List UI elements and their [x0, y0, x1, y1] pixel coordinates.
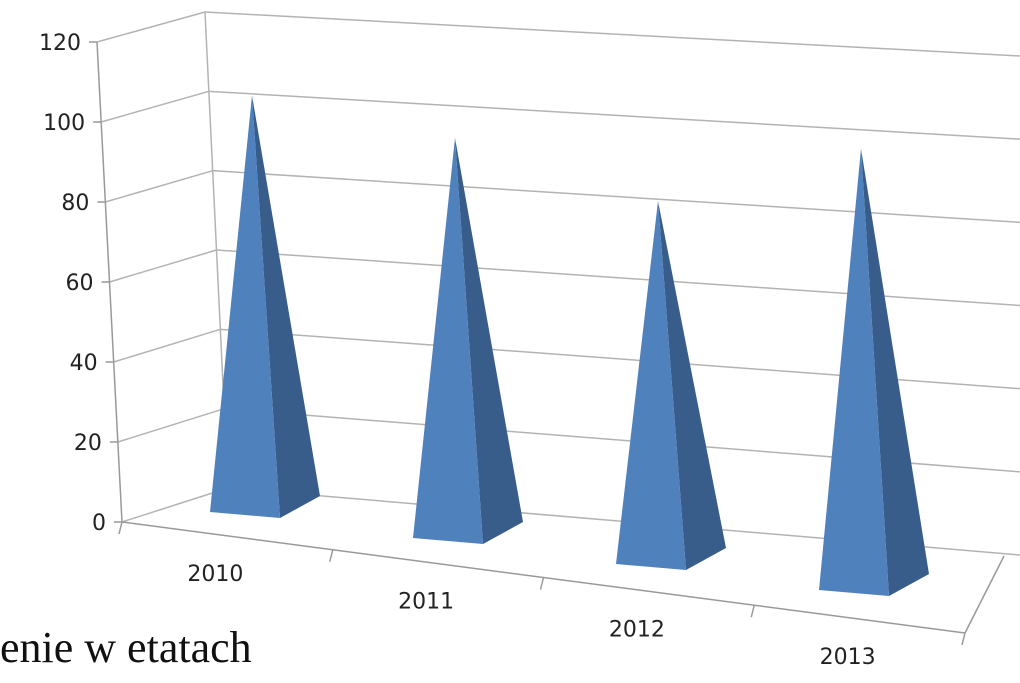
x-tick-label-2010: 2010: [187, 562, 243, 587]
y-tick-labels: 0 20 40 60 80 100 120: [39, 31, 106, 536]
gridline-side-2: [113, 328, 221, 363]
pyramid-2011: [413, 137, 523, 544]
gridline-side-5: [100, 90, 210, 123]
gridline-side-1: [117, 407, 225, 443]
x-tick-mark-1: [329, 549, 334, 562]
pyramid-2012: [616, 201, 726, 570]
gridlines: [96, 11, 1020, 556]
gridline-back-2: [220, 328, 1020, 390]
pyramid-2013: [819, 148, 929, 596]
y-tick-label-0: 0: [92, 511, 106, 536]
x-tick-label-2011: 2011: [398, 590, 454, 615]
pyramid-side-2012: [658, 201, 726, 570]
x-tick-label-2012: 2012: [609, 617, 665, 642]
y-tick-label-6: 120: [39, 31, 81, 56]
caption-text: enie w etatach: [0, 623, 252, 672]
x-tick-mark-2: [539, 577, 545, 590]
floor-right-edge: [964, 555, 1005, 634]
pyramid-front-2013: [819, 148, 889, 596]
gridline-back-4: [212, 169, 1020, 224]
pyramid-series: [210, 95, 929, 596]
x-tick-labels: 2010 2011 2012 2013: [187, 562, 875, 670]
x-tick-mark-3: [750, 605, 755, 618]
gridline-back-6: [204, 11, 1020, 57]
pyramid-front-2011: [413, 137, 483, 544]
y-tick-label-1: 20: [74, 431, 102, 456]
gridline-side-0: [121, 487, 229, 523]
y-tick-label-3: 60: [66, 271, 94, 296]
gridline-back-5: [208, 90, 1020, 140]
axes: [89, 11, 1005, 646]
pyramid-side-2011: [455, 137, 523, 544]
y-tick-label-4: 80: [61, 191, 89, 216]
y-axis-line: [96, 41, 123, 523]
pyramid-side-2013: [861, 148, 929, 596]
pyramid-side-2010: [252, 95, 320, 518]
gridline-back-3: [216, 249, 1020, 307]
gridline-side-3: [109, 249, 217, 283]
x-tick-mark-4: [961, 632, 966, 646]
pyramid-2010: [210, 95, 320, 518]
x-tick-mark-0: [118, 521, 123, 535]
x-tick-label-2013: 2013: [820, 645, 876, 670]
pyramid-front-2010: [210, 95, 280, 518]
gridline-side-4: [105, 169, 213, 203]
pyramid-front-2012: [616, 201, 686, 570]
y-tick-label-5: 100: [43, 111, 85, 136]
gridline-side-6: [96, 11, 206, 43]
y-tick-label-2: 40: [70, 351, 98, 376]
